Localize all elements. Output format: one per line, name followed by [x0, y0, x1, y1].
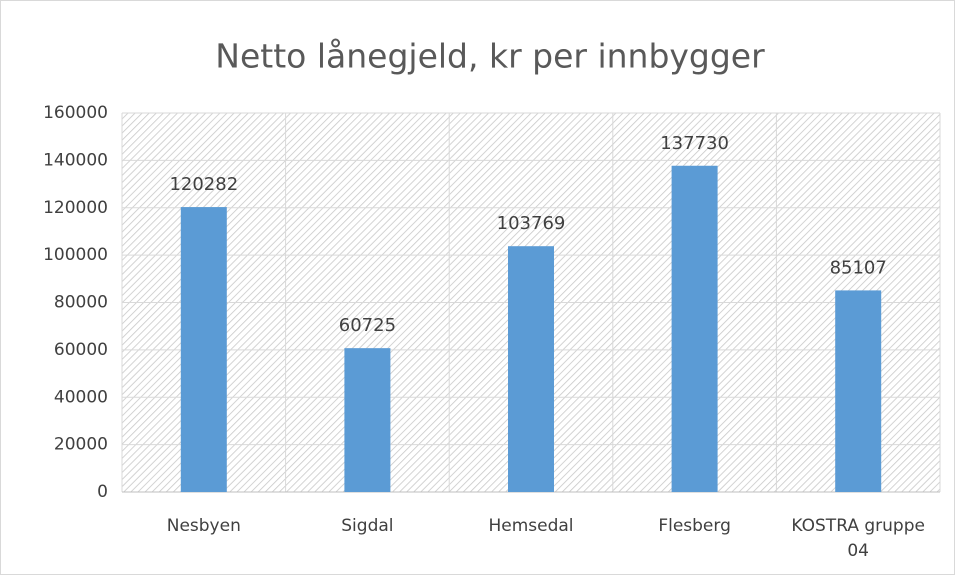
- y-tick-label: 120000: [43, 198, 108, 218]
- data-label: 103769: [497, 213, 566, 234]
- data-label: 120282: [169, 174, 238, 195]
- bar: [180, 207, 227, 492]
- y-tick-label: 60000: [54, 340, 108, 360]
- x-tick-label: Hemsedal: [488, 516, 574, 536]
- y-tick-label: 80000: [54, 293, 108, 313]
- y-tick-label: 100000: [43, 245, 108, 265]
- data-label: 60725: [339, 315, 396, 336]
- x-tick-label: Nesbyen: [166, 516, 241, 536]
- chart-title: Netto lånegjeld, kr per innbygger: [215, 37, 765, 76]
- data-label: 85107: [830, 257, 887, 278]
- y-tick-label: 140000: [43, 150, 108, 170]
- x-tick-label: KOSTRA gruppe 04: [791, 516, 925, 561]
- bar: [508, 246, 554, 492]
- y-tick-label: 20000: [54, 435, 108, 455]
- bar: [835, 290, 882, 492]
- bar: [671, 165, 718, 492]
- data-label: 137730: [660, 133, 729, 154]
- y-tick-label: 0: [97, 482, 108, 502]
- bar: [344, 348, 391, 492]
- y-tick-label: 40000: [54, 387, 108, 407]
- x-tick-label: Flesberg: [658, 516, 731, 536]
- y-tick-label: 160000: [43, 103, 108, 123]
- x-tick-label: Sigdal: [341, 516, 394, 536]
